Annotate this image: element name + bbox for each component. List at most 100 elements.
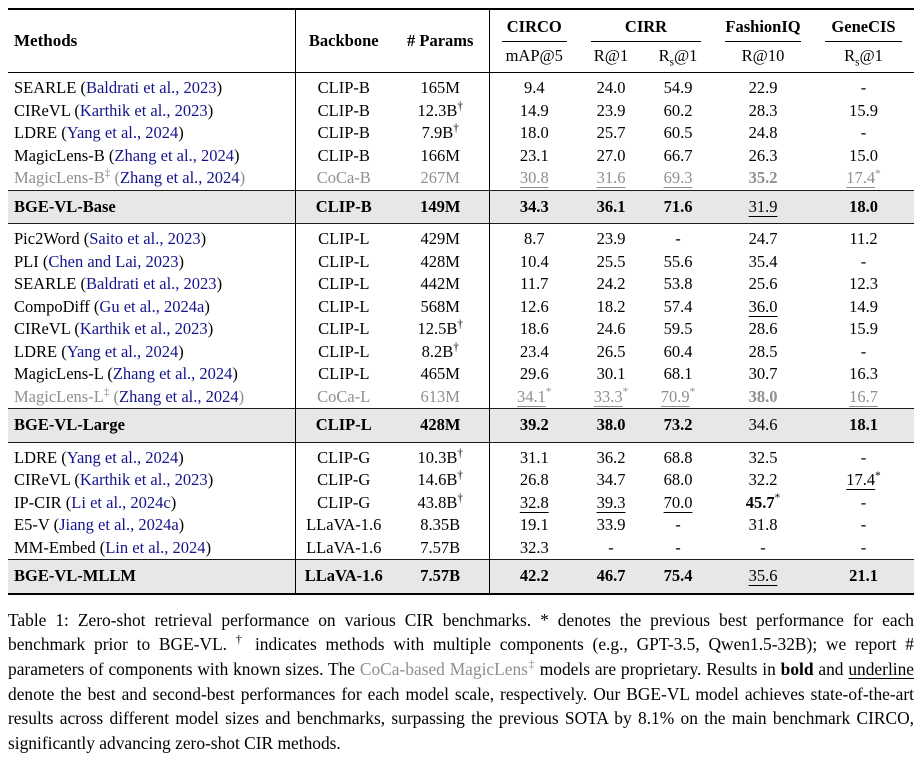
params-cell: 7.57B [392, 559, 490, 594]
metric-cell: 39.2 [489, 408, 579, 443]
metric-cell: - [860, 78, 867, 97]
backbone-cell: CoCa-B [316, 168, 371, 187]
citation-link[interactable]: Baldrati et al., 2023 [85, 78, 217, 97]
backbone-cell: CLIP-B [317, 123, 370, 142]
citation-link[interactable]: Karthik et al., 2023 [79, 319, 208, 338]
metric-cell: 39.3 [596, 492, 626, 512]
method-name: BGE-VL-MLLM [14, 566, 136, 585]
method-name: BGE-VL-Large [14, 415, 125, 434]
citation-link[interactable]: Zhang et al., 2024 [119, 386, 239, 406]
metric-cell: 32.8 [519, 492, 549, 512]
metric-cell: 18.0 [519, 123, 549, 142]
metric-cell: 10.4 [519, 251, 549, 271]
metric-cell: 19.1 [519, 515, 549, 534]
metric-cell: 30.1 [596, 364, 626, 383]
method-cell: SEARLE (Baldrati et al., 2023) [8, 273, 296, 296]
metric-cell: - [860, 123, 867, 142]
metric-cell: 28.6 [748, 319, 778, 338]
citation-link[interactable]: Li et al., 2024c [71, 492, 171, 512]
citation-link[interactable]: Chen and Lai, 2023 [48, 251, 179, 271]
metric-cell: 53.8 [663, 274, 693, 293]
metric-cell: - [860, 341, 867, 361]
citation-link[interactable]: Karthik et al., 2023 [79, 470, 208, 489]
metric-cell: 29.6 [519, 364, 549, 383]
params-cell: 7.57B [392, 536, 490, 560]
citation-link[interactable]: Yang et al., 2024 [66, 447, 179, 467]
metric-cell: 16.3 [849, 364, 878, 383]
citation-link[interactable]: Zhang et al., 2024 [114, 145, 234, 165]
method-name: MagicLens-L‡ [14, 386, 110, 406]
metric-cell: 23.9 [596, 229, 626, 248]
dagger-mark: † [453, 122, 459, 135]
caption-segment: underline [848, 658, 915, 679]
metric-cell: - [675, 229, 681, 248]
metric-cell: - [675, 537, 681, 557]
metric-cell: 70.0 [663, 492, 693, 512]
metric-cell: 68.8 [663, 447, 693, 467]
metric-cell: 46.7 [579, 559, 643, 594]
citation-link[interactable]: Baldrati et al., 2023 [85, 274, 217, 293]
metric-cell: 23.1 [519, 145, 549, 165]
dagger-mark: ‡ [104, 167, 111, 180]
metric-cell: 42.2 [489, 559, 579, 594]
metric-cell: 14.9 [519, 100, 549, 120]
backbone-cell: CoCa-L [317, 386, 371, 406]
table-row: E5-V (Jiang et al., 2024a) LLaVA-1.6 8.35B… [8, 514, 914, 537]
citation-link[interactable]: Saito et al., 2023 [89, 229, 201, 248]
backbone-cell: CLIP-G [317, 470, 371, 489]
metric-cell: 60.2 [663, 100, 693, 120]
table-row: MagicLens-B‡ (Zhang et al., 2024) CoCa-B 2… [8, 167, 914, 190]
table-body: SEARLE (Baldrati et al., 2023) CLIP-B 165M… [8, 72, 915, 594]
metric-cell: 25.7 [596, 123, 626, 142]
col-group-circo: CIRCO [489, 9, 579, 43]
method-cell: BGE-VL-Base [8, 189, 296, 224]
results-table: Methods Backbone # Params CIRCO CIRR Fas… [8, 8, 915, 595]
metric-cell: 17.4* [846, 167, 881, 187]
metric-cell: 12.6 [519, 296, 549, 316]
metric-cell: 24.6 [596, 319, 626, 338]
metric-cell: 34.7 [596, 470, 626, 489]
citation-link[interactable]: Zhang et al., 2024 [119, 168, 240, 187]
table-row: LDRE (Yang et al., 2024) CLIP-L 8.2B† 23.4 2… [8, 340, 914, 363]
citation-link[interactable]: Karthik et al., 2023 [79, 100, 208, 120]
citation-link[interactable]: Gu et al., 2024a [99, 296, 205, 316]
citation-link[interactable]: Lin et al., 2024 [105, 537, 206, 557]
citation-link[interactable]: Zhang et al., 2024 [112, 364, 233, 383]
citation-link[interactable]: Yang et al., 2024 [66, 341, 179, 361]
metric-cell: 15.0 [849, 145, 878, 165]
citation-link[interactable]: Yang et al., 2024 [66, 123, 179, 142]
metric-cell: 60.4 [663, 341, 693, 361]
citation-link[interactable]: Jiang et al., 2024a [59, 515, 179, 534]
method-cell: Pic2Word (Saito et al., 2023) [8, 223, 296, 251]
params-cell: 613M [392, 385, 490, 409]
backbone-cell: CLIP-L [318, 251, 370, 271]
metric-cell: 59.5 [663, 319, 693, 338]
method-name: PLI [14, 251, 39, 271]
metric-cell: 36.0 [748, 296, 778, 316]
metric-cell: 31.9 [713, 189, 814, 224]
method-name: CIReVL [14, 470, 71, 489]
metric-cell: 54.9 [663, 78, 693, 97]
params-cell: 12.3B† [392, 99, 490, 122]
method-name: CIReVL [14, 319, 71, 338]
table-row: LDRE (Yang et al., 2024) CLIP-G 10.3B† 31.1… [8, 442, 914, 469]
method-name: MagicLens-B‡ [14, 167, 111, 187]
table-row: MagicLens-L‡ (Zhang et al., 2024) CoCa-L 6… [8, 385, 914, 409]
metric-cell: - [860, 251, 867, 271]
metric-cell: - [608, 537, 614, 557]
metric-cell: 18.1 [813, 408, 915, 443]
metric-cell: 32.5 [748, 447, 778, 467]
metric-cell: - [760, 537, 766, 557]
method-cell: CompoDiff (Gu et al., 2024a) [8, 295, 296, 318]
metric-cell: 33.9 [596, 515, 626, 534]
params-cell: 8.35B [392, 514, 490, 537]
metric-cell: 24.0 [596, 78, 626, 97]
caption-segment: Table 1: Zero-shot retrieval performance… [8, 609, 914, 655]
metric-cell: 73.2 [643, 408, 714, 443]
params-cell: 428M [392, 250, 490, 273]
caption-segment: CoCa-based MagicLens [359, 658, 528, 679]
table-row: CIReVL (Karthik et al., 2023) CLIP-L 12.5B… [8, 318, 914, 341]
caption-segment: denote the best and second-best performa… [8, 683, 914, 754]
subcol-genecis-rs1: Rs@1 [844, 46, 883, 69]
metric-cell: 23.9 [596, 100, 626, 120]
